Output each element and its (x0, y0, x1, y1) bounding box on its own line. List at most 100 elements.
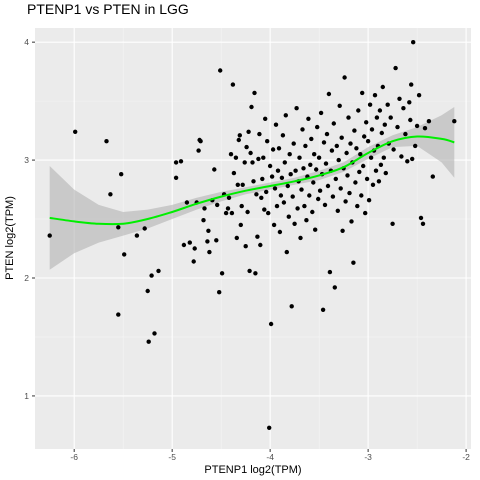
data-point (228, 152, 234, 157)
data-point (413, 143, 418, 149)
data-point (321, 140, 327, 145)
data-point (310, 209, 315, 215)
data-point (370, 182, 376, 187)
data-point (217, 290, 222, 295)
data-point (245, 209, 250, 215)
y-tick-label: 4 (24, 37, 29, 47)
data-point (426, 119, 432, 124)
data-point (377, 108, 383, 113)
data-point (233, 155, 239, 160)
x-tick-label: -4 (266, 452, 274, 462)
data-point (338, 186, 343, 191)
data-point (304, 218, 309, 223)
x-axis: -6 -5 -4 -3 -2 (70, 449, 470, 462)
data-point (294, 106, 299, 111)
data-point (247, 268, 252, 274)
data-point (381, 155, 386, 160)
data-point (363, 210, 368, 216)
data-point (357, 169, 362, 175)
data-point (306, 116, 311, 122)
data-point (181, 242, 187, 248)
data-point (297, 155, 302, 160)
data-point (226, 195, 232, 200)
data-point (259, 195, 264, 200)
data-point (339, 135, 344, 140)
data-point (299, 187, 304, 192)
data-point (258, 242, 263, 248)
data-point (379, 130, 384, 136)
data-point (382, 122, 387, 127)
data-point (268, 321, 274, 327)
data-point (290, 194, 295, 199)
data-point (324, 131, 330, 137)
data-point (246, 129, 251, 134)
data-point (215, 202, 220, 208)
data-point (349, 219, 354, 224)
data-point (351, 260, 356, 265)
data-point (152, 331, 157, 336)
data-point (312, 152, 317, 157)
data-point (289, 304, 294, 309)
data-point (187, 240, 192, 245)
data-point (270, 147, 276, 152)
data-point (340, 228, 345, 233)
data-point (257, 131, 262, 137)
data-point (407, 100, 412, 105)
data-point (173, 160, 179, 165)
confidence-ribbon (49, 107, 455, 270)
data-point (372, 93, 378, 98)
data-point (178, 159, 184, 164)
data-point (302, 203, 307, 209)
data-point (229, 210, 235, 216)
data-point (254, 192, 259, 197)
data-point (369, 127, 375, 132)
data-point (420, 221, 426, 226)
data-point (343, 199, 348, 204)
data-point (218, 68, 223, 73)
data-point (390, 221, 395, 226)
data-point (308, 162, 313, 167)
y-axis-title: PTEN log2(TPM) (4, 196, 16, 280)
data-point (416, 93, 422, 98)
data-point (267, 425, 272, 430)
data-point (422, 126, 428, 131)
data-point (316, 155, 322, 160)
data-point (256, 156, 261, 162)
data-point (301, 166, 306, 171)
data-point (269, 174, 275, 179)
data-point (253, 271, 258, 276)
data-point (346, 115, 351, 120)
x-tick-label: -5 (168, 452, 176, 462)
data-point (367, 102, 373, 107)
data-point (156, 268, 161, 274)
data-point (249, 104, 254, 110)
data-point (403, 131, 408, 137)
data-point (318, 110, 324, 116)
data-point (276, 146, 282, 151)
data-point (134, 233, 140, 238)
data-point (430, 174, 435, 179)
data-point (334, 143, 339, 149)
data-point (212, 167, 217, 172)
data-point (331, 121, 336, 126)
data-point (320, 307, 326, 312)
data-point (122, 252, 127, 257)
data-point (323, 161, 329, 166)
y-axis: 1 2 3 4 (24, 37, 35, 401)
data-point (329, 148, 335, 153)
data-point (362, 134, 367, 139)
data-point (242, 160, 247, 165)
data-point (332, 285, 337, 290)
data-point (219, 271, 225, 276)
data-point (191, 259, 196, 264)
data-point (347, 190, 352, 196)
data-point (243, 244, 248, 249)
data-point (366, 198, 372, 203)
data-point (230, 82, 236, 87)
y-tick-label: 2 (24, 273, 29, 283)
data-point (313, 227, 318, 232)
data-point (298, 235, 303, 241)
data-point (380, 84, 385, 90)
smooth-line-layer (49, 135, 455, 226)
data-point (274, 203, 280, 209)
